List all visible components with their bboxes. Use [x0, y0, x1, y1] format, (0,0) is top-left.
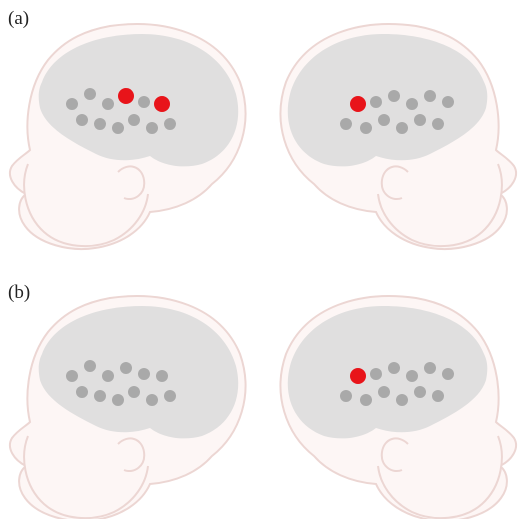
- channel-dot: [138, 96, 150, 108]
- channel-dot: [146, 122, 158, 134]
- channel-dot: [388, 90, 400, 102]
- channel-dot: [414, 386, 426, 398]
- channel-dot-active: [154, 96, 170, 112]
- head-b-right: [279, 295, 518, 519]
- channel-dot: [442, 96, 454, 108]
- channel-dot: [138, 368, 150, 380]
- channel-dot: [432, 390, 444, 402]
- panel-label-b: (b): [8, 282, 30, 303]
- channel-dot: [94, 118, 106, 130]
- channel-dot: [128, 386, 140, 398]
- head-a-left: [8, 23, 247, 251]
- channel-dot-active: [350, 368, 366, 384]
- channel-dot: [146, 394, 158, 406]
- channel-dot: [76, 114, 88, 126]
- channel-array-a-right: [340, 90, 454, 134]
- channel-dot: [442, 368, 454, 380]
- head-a-right: [279, 23, 518, 251]
- channel-dot: [378, 114, 390, 126]
- channel-dot: [406, 98, 418, 110]
- channel-dot: [156, 370, 168, 382]
- channel-dot: [66, 98, 78, 110]
- channel-dot-active: [350, 96, 366, 112]
- channel-dot: [340, 390, 352, 402]
- channel-dot: [370, 368, 382, 380]
- channel-dot: [66, 370, 78, 382]
- channel-dot: [112, 394, 124, 406]
- channel-dot: [414, 114, 426, 126]
- channel-dot: [424, 90, 436, 102]
- channel-dot: [388, 362, 400, 374]
- channel-dot: [360, 394, 372, 406]
- channel-dot: [164, 390, 176, 402]
- channel-dot: [370, 96, 382, 108]
- channel-dot: [102, 98, 114, 110]
- channel-dot: [340, 118, 352, 130]
- channel-dot: [84, 88, 96, 100]
- panel-label-a: (a): [8, 8, 29, 29]
- channel-dot: [76, 386, 88, 398]
- channel-dot: [120, 362, 132, 374]
- channel-dot: [396, 394, 408, 406]
- channel-dot: [94, 390, 106, 402]
- channel-dot: [164, 118, 176, 130]
- channel-dot: [84, 360, 96, 372]
- channel-dot: [102, 370, 114, 382]
- head-b-left: [8, 295, 247, 519]
- channel-dot: [360, 122, 372, 134]
- channel-dot: [406, 370, 418, 382]
- channel-dot: [378, 386, 390, 398]
- channel-dot-active: [118, 88, 134, 104]
- channel-dot: [128, 114, 140, 126]
- channel-dot: [432, 118, 444, 130]
- channel-array-b-right: [340, 362, 454, 406]
- channel-dot: [396, 122, 408, 134]
- channel-array-a-left: [66, 88, 176, 134]
- channel-array-b-left: [66, 360, 176, 406]
- channel-dot: [112, 122, 124, 134]
- channel-dot: [424, 362, 436, 374]
